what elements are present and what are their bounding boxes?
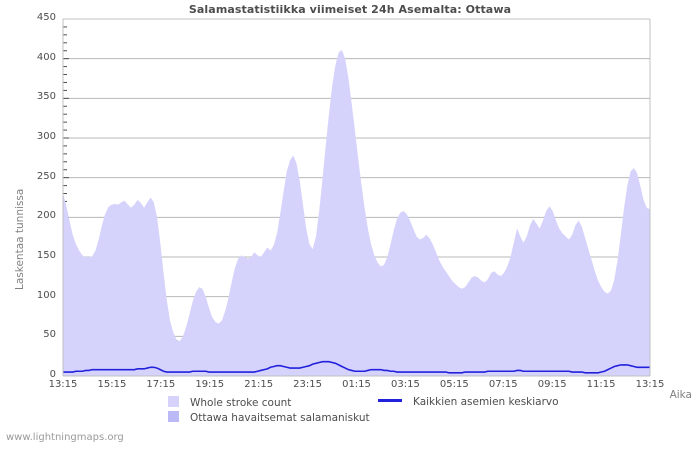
chart-title: Salamastatistiikka viimeiset 24h Asemalt… bbox=[188, 3, 512, 16]
y-tick-label: 400 bbox=[36, 51, 56, 63]
y-tick-label: 200 bbox=[36, 210, 56, 222]
legend-item-whole-stroke-count[interactable]: Whole stroke count bbox=[168, 396, 291, 409]
x-tick-label: 09:15 bbox=[537, 379, 567, 390]
y-tick-label: 150 bbox=[36, 250, 56, 261]
legend-label-ottawa-detected-strokes: Ottawa havaitsemat salamaniskut bbox=[190, 412, 370, 424]
y-tick-label: 450 bbox=[36, 12, 56, 23]
y-tick-label: 300 bbox=[36, 131, 56, 142]
x-axis-title: Aika bbox=[669, 389, 692, 401]
x-tick-label: 23:15 bbox=[293, 379, 322, 390]
legend-item-ottawa-detected-strokes[interactable]: Ottawa havaitsemat salamaniskut bbox=[168, 411, 370, 424]
chart-legend: Whole stroke count Ottawa havaitsemat sa… bbox=[0, 394, 700, 424]
x-tick-label: 15:15 bbox=[97, 379, 127, 390]
x-tick-label: 19:15 bbox=[195, 379, 225, 390]
y-tick-label: 350 bbox=[36, 91, 56, 103]
legend-swatch-ottawa-detected-strokes bbox=[168, 411, 179, 422]
area-series-whole-stroke-count bbox=[63, 49, 650, 376]
x-tick-label: 17:15 bbox=[146, 379, 176, 390]
x-tick-label: 13:15 bbox=[48, 379, 78, 390]
x-tick-label: 11:15 bbox=[586, 379, 616, 390]
y-tick-label: 100 bbox=[36, 289, 56, 301]
x-tick-label: 07:15 bbox=[488, 379, 518, 390]
x-tick-label: 21:15 bbox=[244, 379, 274, 390]
line-series-station-average bbox=[63, 360, 650, 374]
legend-swatch-whole-stroke-count bbox=[168, 396, 179, 407]
legend-label-whole-stroke-count: Whole stroke count bbox=[190, 397, 292, 409]
x-tick-label: 13:15 bbox=[635, 379, 665, 390]
legend-label-station-average: Kaikkien asemien keskiarvo bbox=[413, 396, 559, 408]
legend-item-station-average[interactable]: Kaikkien asemien keskiarvo bbox=[378, 396, 559, 408]
x-tick-label: 01:15 bbox=[342, 379, 371, 390]
y-tick-label: 250 bbox=[36, 170, 56, 182]
y-tick-label: 0 bbox=[49, 369, 56, 380]
plot-frame bbox=[62, 18, 651, 377]
legend-line-station-average bbox=[378, 399, 402, 402]
x-tick-label: 03:15 bbox=[390, 379, 420, 390]
footer-attribution: www.lightningmaps.org bbox=[6, 432, 124, 443]
x-tick-label: 05:15 bbox=[439, 379, 469, 390]
y-tick-label: 50 bbox=[43, 329, 56, 341]
